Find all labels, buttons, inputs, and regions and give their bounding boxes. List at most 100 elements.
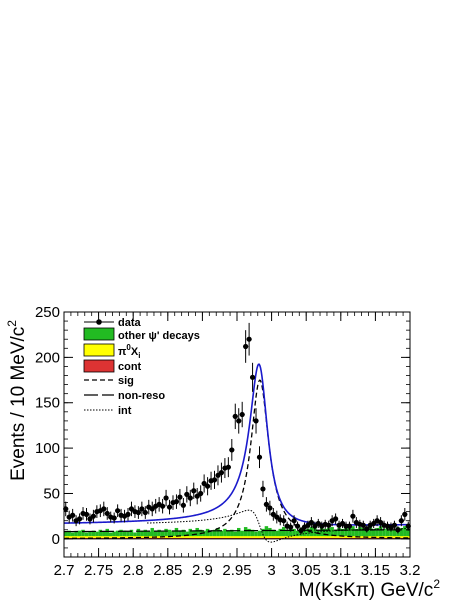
- data-point: [402, 511, 408, 517]
- other-decays-bar: [112, 531, 116, 539]
- legend-sig-label: sig: [118, 375, 134, 387]
- other-decays-bar: [91, 530, 96, 539]
- data-point: [191, 488, 197, 494]
- x-tick-label: 2.95: [222, 562, 251, 579]
- other-decays-bar: [216, 527, 220, 539]
- data-point: [267, 505, 273, 511]
- data-point: [249, 374, 256, 380]
- other-decays-bar: [368, 527, 372, 539]
- x-tick-label: 3.2: [400, 562, 421, 579]
- other-decays-bar: [64, 531, 68, 539]
- data-point: [166, 504, 173, 510]
- other-decays-bar: [313, 527, 317, 539]
- other-decays-bar: [344, 527, 348, 539]
- other-decays-bar: [226, 530, 231, 539]
- data-point: [198, 490, 204, 497]
- legend: data other ψ' decays π0Xi cont sig non-r…: [83, 317, 200, 417]
- legend-data-label: data: [118, 317, 142, 329]
- other-decays-bar: [306, 528, 310, 539]
- other-decays-bar: [153, 530, 158, 539]
- signal-curve: [63, 379, 411, 539]
- other-decays-bar: [88, 531, 92, 539]
- other-decays-bar: [351, 526, 355, 539]
- legend-data-marker: [96, 319, 102, 325]
- other-decays-bar: [281, 527, 286, 539]
- legend-other-label: other ψ' decays: [118, 330, 200, 342]
- other-decays-bar: [257, 530, 262, 539]
- data-point: [229, 447, 235, 453]
- other-decays-bar: [264, 526, 269, 539]
- other-decays-bar: [115, 530, 120, 539]
- other-decays-bar: [143, 529, 148, 539]
- other-decays-bar: [205, 528, 210, 539]
- other-decays-bar: [275, 530, 279, 539]
- data-point: [243, 343, 249, 350]
- other-decays-bar: [164, 528, 168, 539]
- y-tick-label: 50: [43, 485, 60, 502]
- other-decays-bar: [278, 528, 282, 539]
- x-tick-label: 3.15: [361, 562, 390, 579]
- other-decays-bar: [399, 527, 404, 539]
- other-decays-bar: [171, 530, 175, 539]
- data-point: [364, 526, 370, 532]
- data-point: [173, 499, 180, 505]
- data-point: [350, 513, 356, 519]
- other-decays-bar: [195, 527, 199, 539]
- data-point: [101, 506, 107, 512]
- data-point: [256, 454, 263, 460]
- other-decays-bar: [271, 529, 276, 539]
- legend-cont-swatch: [83, 359, 115, 373]
- data-point: [142, 509, 148, 516]
- other-decays-bar: [95, 531, 99, 539]
- other-decays-bar: [320, 526, 324, 539]
- plot-frame: [63, 311, 411, 558]
- other-decays-bar: [102, 531, 106, 539]
- other-decays-bar: [119, 529, 123, 539]
- data-point: [160, 503, 166, 509]
- data-point: [204, 483, 211, 489]
- data-point: [281, 518, 287, 524]
- data-point: [333, 516, 339, 522]
- legend-nonreso-label: non-reso: [118, 390, 165, 402]
- x-tick-label: 3: [267, 562, 275, 579]
- data-point: [360, 522, 366, 528]
- data-point: [294, 523, 301, 529]
- other-decays-bar: [77, 530, 82, 539]
- other-decays-bar: [389, 527, 393, 539]
- x-tick-label: 3.05: [292, 562, 321, 579]
- other-decays-bar: [129, 529, 134, 539]
- other-decays-bar: [392, 529, 397, 539]
- legend-int-label: int: [118, 405, 132, 417]
- other-decays-bar: [126, 531, 130, 539]
- data-point: [180, 502, 186, 508]
- other-decays-bar: [385, 527, 390, 539]
- x-tick-label: 2.75: [84, 562, 113, 579]
- other-decays-bar: [230, 529, 234, 539]
- data-point: [260, 486, 266, 492]
- x-axis-label: M(KsKπ) GeV/c2: [299, 577, 441, 601]
- data-point: [76, 516, 83, 522]
- other-decays-bar: [302, 529, 307, 539]
- data-point: [398, 518, 404, 524]
- other-decays-bar: [354, 528, 359, 539]
- y-tick-label: 250: [35, 304, 60, 321]
- other-decays-bar: [406, 528, 410, 539]
- other-decays-bar: [382, 528, 386, 539]
- data-point: [391, 522, 398, 528]
- pi0-band: [64, 536, 410, 539]
- other-decays-bar: [181, 529, 186, 539]
- other-decays-bar: [254, 531, 258, 539]
- other-decays-bar: [330, 527, 334, 539]
- other-decays-bar: [237, 527, 241, 539]
- data-point: [236, 418, 242, 424]
- data-point: [263, 501, 270, 507]
- data-point: [135, 509, 141, 516]
- other-decays-bar: [188, 528, 193, 539]
- other-decays-bar: [122, 530, 127, 539]
- other-decays-bar: [167, 529, 172, 539]
- data-point: [346, 523, 353, 529]
- data-point: [83, 511, 90, 517]
- data-point: [111, 515, 117, 521]
- other-decays-bar: [108, 532, 113, 539]
- other-decays-bar: [74, 531, 78, 539]
